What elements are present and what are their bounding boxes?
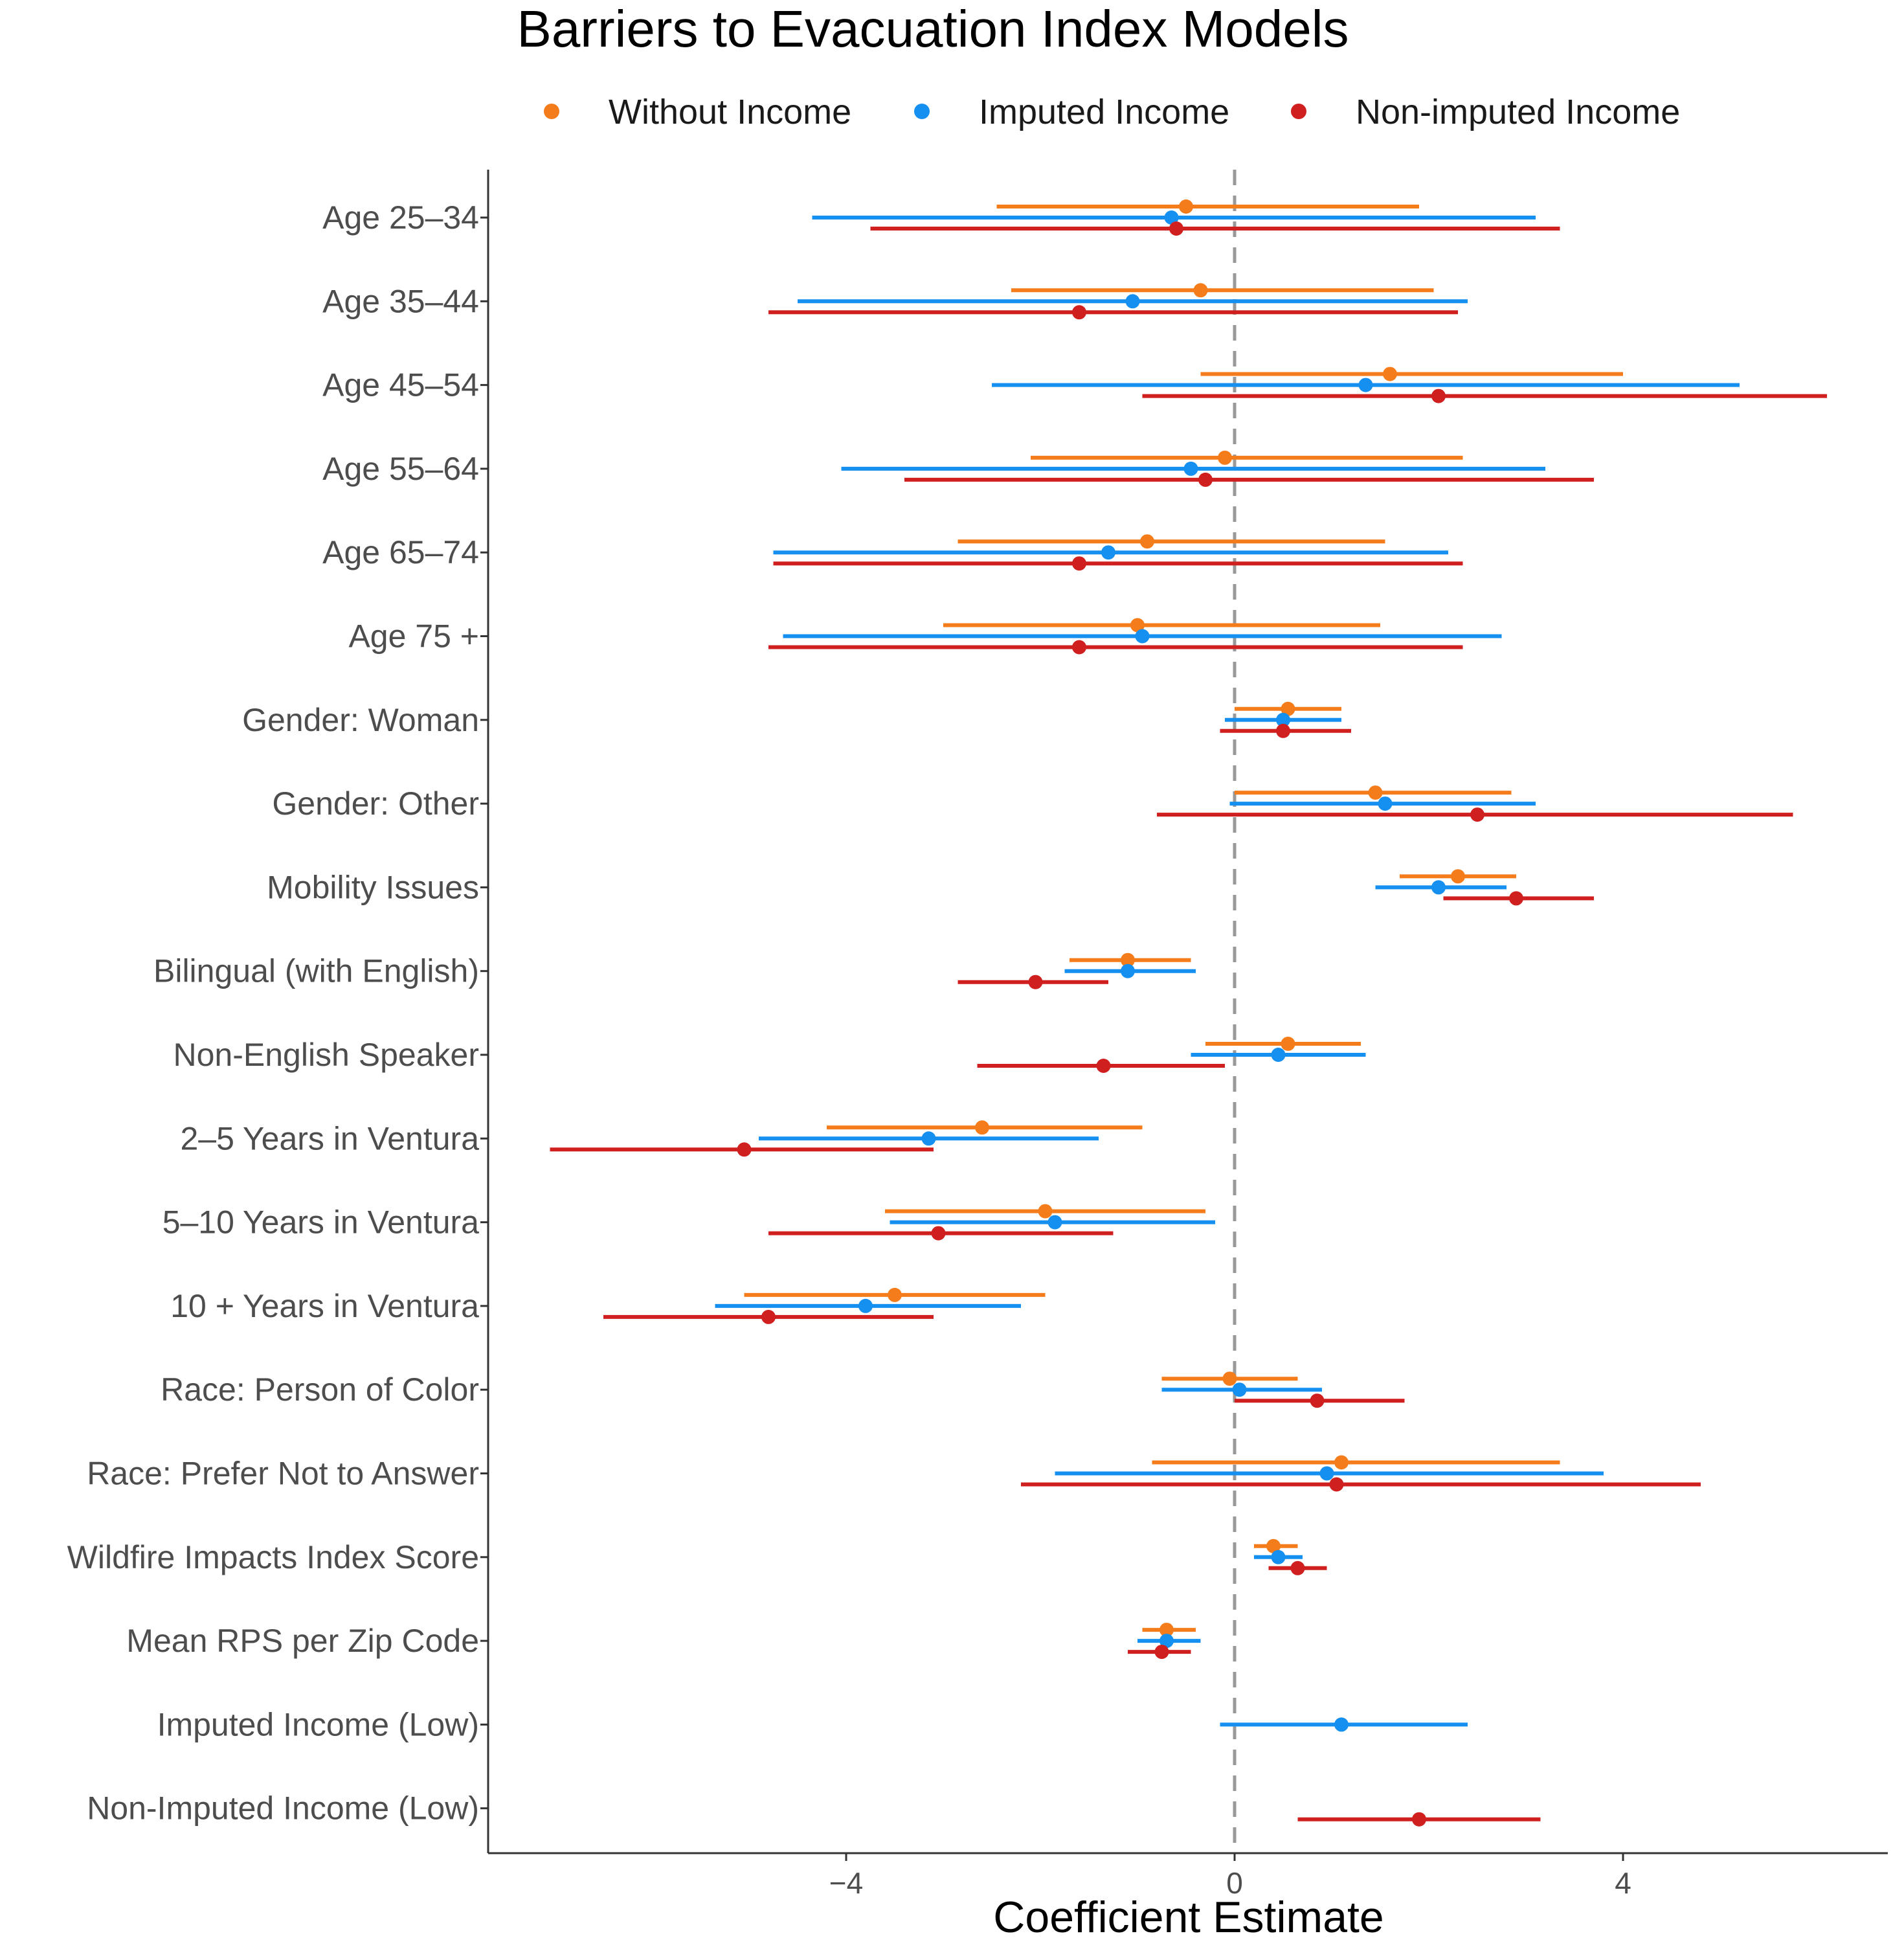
point-without [1368, 785, 1383, 800]
point-nonimputed [1198, 472, 1213, 487]
point-nonimputed [1310, 1393, 1325, 1408]
point-nonimputed [1096, 1059, 1111, 1073]
legend-label-nonimputed: Non-imputed Income [1356, 93, 1680, 131]
point-imputed [1232, 1382, 1247, 1397]
point-nonimputed [1412, 1812, 1426, 1827]
point-imputed [1183, 461, 1198, 476]
point-without [975, 1120, 989, 1135]
point-without [1179, 199, 1193, 214]
point-without [1266, 1538, 1281, 1553]
y-tick-label: Age 75 + [348, 618, 479, 655]
point-without [1193, 283, 1208, 298]
y-tick-label: Race: Prefer Not to Answer [87, 1456, 479, 1492]
point-without [1281, 1037, 1295, 1051]
x-tick-label: 4 [1615, 1866, 1631, 1900]
axes [487, 170, 1888, 1854]
data-marks [550, 199, 1827, 1827]
legend-dot-without [544, 104, 559, 119]
point-imputed [1431, 880, 1446, 895]
point-imputed [1271, 1048, 1286, 1062]
point-nonimputed [1276, 723, 1290, 738]
point-imputed [1271, 1549, 1286, 1564]
y-tick-label: Non-English Speaker [174, 1037, 480, 1073]
y-tick-label: 2–5 Years in Ventura [181, 1120, 480, 1156]
point-imputed [1164, 210, 1179, 225]
legend-dot-imputed [914, 104, 930, 119]
legend-label-imputed: Imputed Income [979, 93, 1229, 131]
point-imputed [1047, 1215, 1062, 1230]
point-nonimputed [1072, 640, 1086, 655]
y-tick-label: Wildfire Impacts Index Score [67, 1539, 479, 1575]
point-nonimputed [1072, 305, 1086, 320]
point-without [1281, 701, 1295, 716]
point-without [1222, 1371, 1237, 1386]
y-tick-label: 5–10 Years in Ventura [162, 1204, 479, 1241]
point-imputed [1276, 712, 1290, 727]
point-imputed [1319, 1466, 1334, 1481]
point-imputed [1159, 1634, 1174, 1649]
point-nonimputed [1072, 556, 1086, 571]
y-tick-label: Age 35–44 [322, 283, 479, 319]
point-nonimputed [931, 1226, 946, 1241]
legend-label-without: Without Income [609, 93, 851, 131]
x-axis-ticks: −4 0 4 [829, 1853, 1631, 1900]
y-tick-label: Gender: Other [272, 785, 479, 822]
point-nonimputed [1169, 221, 1183, 236]
point-imputed [921, 1131, 936, 1146]
y-tick-label: Age 45–54 [322, 367, 479, 403]
y-tick-label: Gender: Woman [242, 702, 479, 738]
point-nonimputed [1290, 1560, 1305, 1575]
point-nonimputed [1509, 891, 1523, 906]
point-nonimputed [1470, 807, 1484, 822]
point-nonimputed [1154, 1645, 1169, 1660]
y-tick-label: Race: Person of Color [161, 1371, 479, 1408]
chart-title: Barriers to Evacuation Index Models [517, 0, 1349, 58]
point-nonimputed [1431, 389, 1446, 403]
point-imputed [1334, 1717, 1349, 1732]
point-imputed [1378, 796, 1393, 811]
y-tick-label: 10 + Years in Ventura [170, 1288, 479, 1324]
point-imputed [1101, 545, 1115, 560]
point-without [1121, 952, 1135, 967]
y-tick-label: Bilingual (with English) [153, 953, 479, 989]
point-without [1140, 534, 1154, 549]
point-imputed [1121, 963, 1135, 978]
x-axis-label: Coefficient Estimate [993, 1893, 1383, 1942]
y-axis-labels: Age 25–34 Age 35–44 Age 45–54 Age 55–64 Age … [67, 199, 488, 1827]
y-tick-label: Mobility Issues [267, 869, 479, 905]
point-without [1334, 1455, 1349, 1470]
point-without [1038, 1204, 1053, 1219]
x-tick-label: 0 [1226, 1866, 1243, 1900]
x-tick-label: −4 [829, 1866, 863, 1900]
point-nonimputed [1329, 1477, 1344, 1492]
point-without [1130, 618, 1145, 633]
point-without [888, 1287, 902, 1302]
point-without [1451, 869, 1465, 884]
point-without [1159, 1623, 1174, 1638]
point-imputed [1358, 377, 1373, 392]
y-tick-label: Age 65–74 [322, 534, 479, 570]
point-nonimputed [737, 1142, 752, 1157]
y-tick-label: Mean RPS per Zip Code [126, 1623, 479, 1659]
legend: Without Income Imputed Income Non-imputed … [544, 93, 1680, 131]
legend-dot-nonimputed [1291, 104, 1306, 119]
y-tick-label: Non-Imputed Income (Low) [87, 1790, 479, 1827]
point-nonimputed [1028, 974, 1043, 989]
point-imputed [1135, 629, 1150, 644]
point-without [1218, 450, 1232, 465]
y-tick-label: Imputed Income (Low) [157, 1706, 479, 1742]
point-without [1383, 366, 1397, 381]
point-nonimputed [761, 1309, 776, 1324]
point-imputed [1125, 294, 1140, 309]
y-tick-label: Age 25–34 [322, 199, 479, 236]
y-tick-label: Age 55–64 [322, 451, 479, 487]
point-imputed [858, 1298, 873, 1313]
